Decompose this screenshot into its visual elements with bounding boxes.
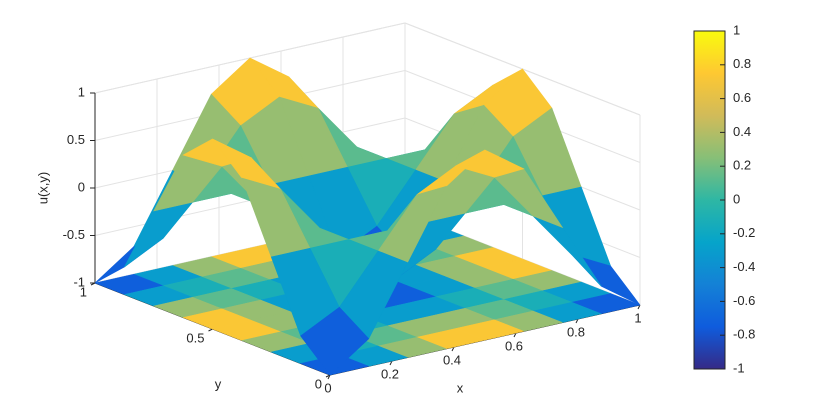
z-tick-label: 1 (78, 84, 85, 99)
x-tick-label: 0 (324, 380, 331, 395)
colorbar-tick-label: 0.6 (733, 90, 751, 105)
z-tick-label: 0.5 (67, 132, 85, 147)
colorbar-tick-label: -0.2 (733, 225, 755, 240)
z-axis-label: u(x,y) (35, 172, 50, 205)
colorbar-tick-label: 1 (733, 22, 740, 37)
tick-mark (208, 328, 213, 332)
x-tick-label: 0.6 (505, 338, 523, 353)
colorbar-tick-label: 0.2 (733, 158, 751, 173)
x-tick-label: 0.4 (443, 352, 461, 367)
tick-mark (513, 332, 517, 338)
tick-mark (575, 318, 579, 324)
x-tick-label: 1 (634, 310, 641, 325)
y-tick-label: 0.5 (186, 330, 204, 345)
z-tick-label: -0.5 (63, 227, 85, 242)
y-tick-label: 1 (80, 284, 87, 299)
x-tick-label: 0.8 (567, 324, 585, 339)
z-tick-label: -1 (73, 274, 85, 289)
colorbar-tick-label: -1 (733, 360, 745, 375)
colorbar-tick-label: -0.4 (733, 259, 755, 274)
colorbar-tick-label: 0.8 (733, 56, 751, 71)
y-tick-label: 0 (315, 376, 322, 391)
y-axis-label: y (215, 376, 222, 391)
tick-mark (389, 360, 393, 366)
colorbar-tick-label: 0 (733, 191, 740, 206)
tick-mark (637, 304, 641, 310)
tick-mark (90, 282, 96, 286)
tick-mark (451, 346, 455, 352)
tick-mark (325, 374, 331, 378)
surface-cell (300, 306, 370, 376)
surface-cell (124, 201, 194, 268)
colorbar-tick-label: -0.8 (733, 327, 755, 342)
colorbar-tick-label: -0.6 (733, 293, 755, 308)
colorbar-tick-label: 0.4 (733, 124, 751, 139)
z-tick-label: 0 (78, 179, 85, 194)
x-tick-label: 0.2 (381, 366, 399, 381)
x-axis-label: x (457, 380, 464, 395)
